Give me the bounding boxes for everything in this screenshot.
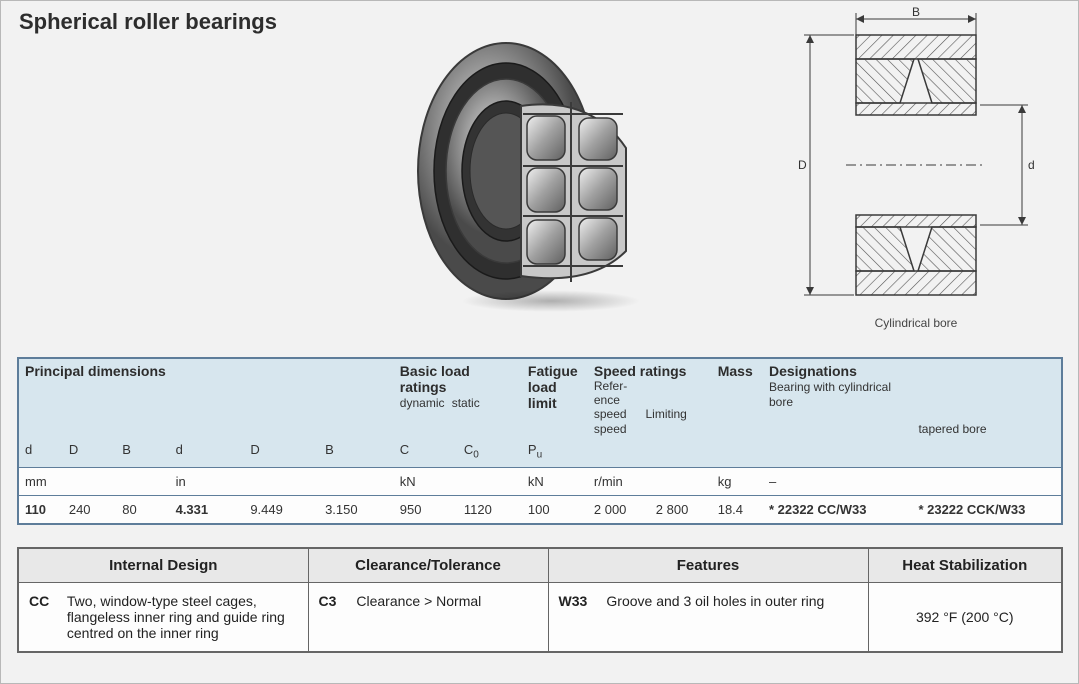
unit-kN1: kN [394, 467, 522, 495]
table-row: 110 240 80 4.331 9.449 3.150 950 1120 10… [18, 495, 1062, 524]
hdr-mass: Mass [718, 363, 753, 379]
technical-drawing: B D d Cylindrical bor [776, 5, 1056, 335]
properties-table: Internal Design Clearance/Tolerance Feat… [17, 547, 1063, 653]
sym-d2: d [170, 440, 245, 467]
unit-kg: kg [712, 467, 763, 495]
hdr-internal: Internal Design [18, 548, 308, 583]
hdr-basic-load: Basic load ratings [400, 363, 470, 395]
sym-Pu: Pu [522, 440, 588, 467]
hdr-speed: Speed ratings [594, 363, 687, 379]
hdr-heat: Heat Stabilization [868, 548, 1062, 583]
sym-C: C [394, 440, 458, 467]
hdr-features: Features [548, 548, 868, 583]
dimensions-table: Principal dimensions Basic load ratings … [17, 357, 1063, 525]
hdr-fatigue: Fatigue load limit [528, 363, 578, 411]
unit-in: in [170, 467, 394, 495]
hdr-principal: Principal dimensions [25, 363, 166, 379]
page-title: Spherical roller bearings [19, 9, 277, 35]
cell-features: W33 Groove and 3 oil holes in outer ring [548, 583, 868, 653]
dim-label-B: B [912, 5, 920, 19]
tech-drawing-caption: Cylindrical bore [776, 316, 1056, 330]
sym-B1: B [116, 440, 169, 467]
hdr-designations: Designations [769, 363, 857, 379]
sym-B2: B [319, 440, 394, 467]
sym-C0: C0 [458, 440, 522, 467]
hdr-clearance: Clearance/Tolerance [308, 548, 548, 583]
unit-mm: mm [18, 467, 170, 495]
unit-kN2: kN [522, 467, 588, 495]
dim-label-d: d [1028, 158, 1035, 172]
bearing-3d-illustration [401, 26, 671, 316]
unit-rmin: r/min [588, 467, 712, 495]
sym-D2: D [244, 440, 319, 467]
cell-heat: 392 °F (200 °C) [868, 583, 1062, 653]
sym-D1: D [63, 440, 116, 467]
cell-clearance: C3 Clearance > Normal [308, 583, 548, 653]
cell-internal: CC Two, window-type steel cages, flangel… [18, 583, 308, 653]
sym-d1: d [18, 440, 63, 467]
unit-dash: – [763, 467, 1062, 495]
dim-label-D: D [798, 158, 807, 172]
